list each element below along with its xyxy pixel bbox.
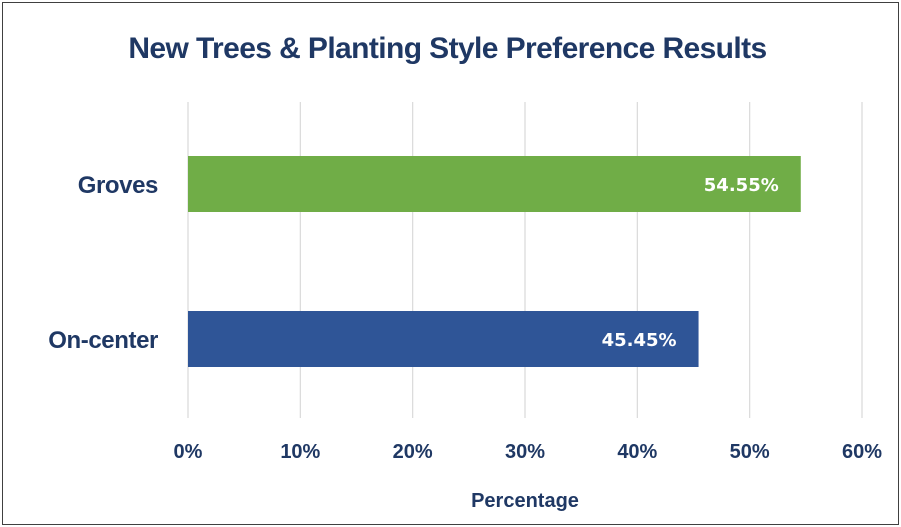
- chart-title: New Trees & Planting Style Preference Re…: [128, 32, 767, 65]
- gridlines: [187, 102, 863, 418]
- x-tick-label: 30%: [505, 441, 545, 463]
- category-label: Groves: [78, 172, 158, 199]
- x-tick-label: 60%: [842, 441, 882, 463]
- x-tick-label: 0%: [174, 441, 203, 463]
- data-label: 45.45%: [602, 330, 677, 351]
- data-label: 54.55%: [704, 175, 779, 196]
- x-tick-label: 20%: [393, 441, 433, 463]
- x-axis-title: Percentage: [471, 490, 579, 512]
- bars: [188, 156, 801, 367]
- bar: [188, 311, 699, 367]
- x-tick-label: 50%: [730, 441, 770, 463]
- x-tick-label: 10%: [280, 441, 320, 463]
- bar: [188, 156, 801, 212]
- x-tick-label: 40%: [617, 441, 657, 463]
- category-label: On-center: [48, 327, 158, 354]
- labels: 0% 10% 20% 30% 40% 50% 60% Groves 54.55% On-cente…: [48, 172, 882, 512]
